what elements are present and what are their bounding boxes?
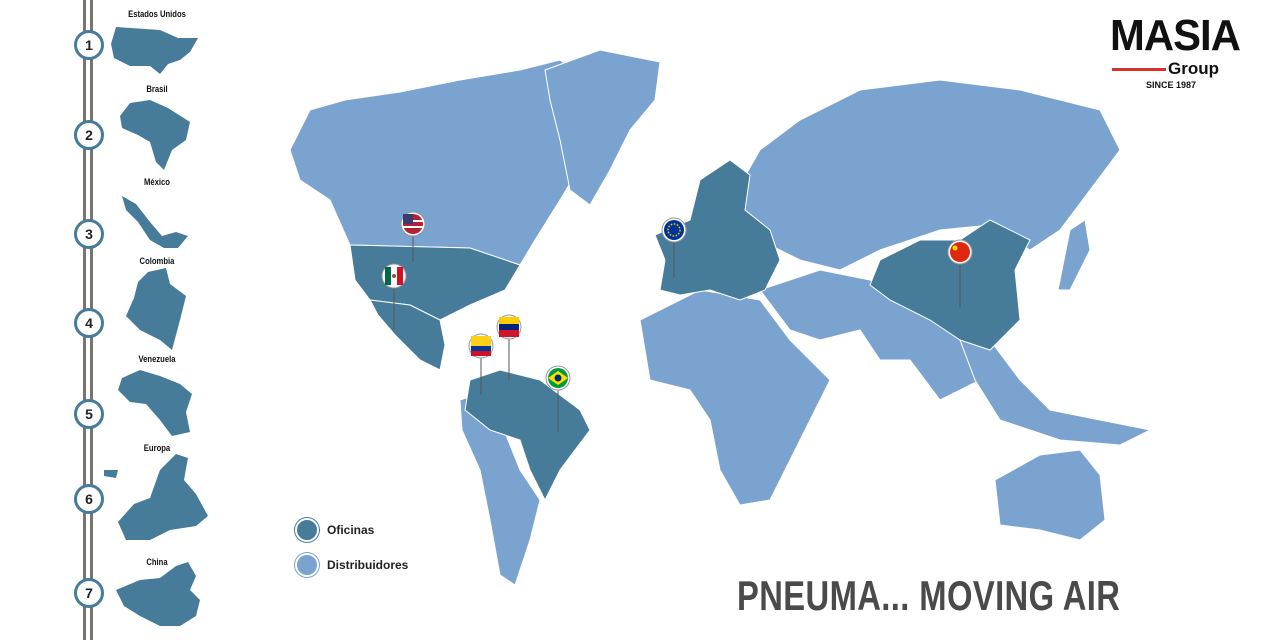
venezuela-silhouette xyxy=(118,370,192,436)
pin-colombia[interactable] xyxy=(468,333,494,395)
step-number: 6 xyxy=(85,491,93,507)
legend-distributors: Distribuidores xyxy=(295,553,408,577)
brazil-silhouette xyxy=(120,100,190,170)
africa xyxy=(639,289,831,506)
step-number: 2 xyxy=(85,127,93,143)
pin-venezuela[interactable] xyxy=(496,314,522,380)
legend-label: Oficinas xyxy=(327,523,375,537)
pin-brazil[interactable] xyxy=(545,365,571,432)
country-label: Brasil xyxy=(146,84,168,94)
step-6: 6 xyxy=(74,484,104,514)
mexico-region xyxy=(369,299,446,371)
country-label: Venezuela xyxy=(138,354,176,364)
step-4: 4 xyxy=(74,308,104,338)
china-silhouette xyxy=(116,562,200,626)
usa-silhouette xyxy=(111,27,198,74)
logo-name: MASIA xyxy=(1110,11,1241,60)
step-2: 2 xyxy=(74,120,104,150)
country-label: Europa xyxy=(143,443,171,453)
country-silhouettes xyxy=(104,27,208,626)
step-number: 7 xyxy=(85,585,93,601)
southeast-asia xyxy=(959,339,1152,446)
masia-logo: MASIA Group SINCE 1987 xyxy=(1110,14,1250,94)
colombia-flag xyxy=(471,336,491,346)
step-3: 3 xyxy=(74,219,104,249)
step-5: 5 xyxy=(74,399,104,429)
legend-offices: Oficinas xyxy=(295,518,374,542)
pin-china[interactable] xyxy=(947,239,973,308)
europe-silhouette xyxy=(104,454,208,540)
pin-mexico[interactable] xyxy=(381,263,407,330)
step-number: 3 xyxy=(85,226,93,242)
pin-eu[interactable] xyxy=(661,217,687,278)
country-label: Colombia xyxy=(139,256,175,266)
distributor-swatch xyxy=(295,553,319,577)
venezuela-flag xyxy=(499,317,519,324)
mexico-flag xyxy=(385,267,391,285)
colombia-venezuela-brazil xyxy=(464,369,591,502)
office-swatch xyxy=(295,518,319,542)
eu-flag xyxy=(664,220,684,240)
middle-east-india xyxy=(759,269,981,401)
china-flag xyxy=(950,242,970,262)
step-1: 1 xyxy=(74,30,104,60)
country-label: China xyxy=(146,557,168,567)
office-pins xyxy=(381,211,973,432)
slogan: PNEUMA... MOVING AIR xyxy=(737,572,1121,619)
logo-since: SINCE 1987 xyxy=(1146,80,1197,90)
logo-sub: Group xyxy=(1168,59,1219,78)
greenland xyxy=(544,49,661,206)
step-7: 7 xyxy=(74,578,104,608)
step-number: 5 xyxy=(85,406,93,422)
country-label: México xyxy=(144,177,170,187)
step-number: 4 xyxy=(85,315,93,331)
legend-label: Distribuidores xyxy=(327,558,409,572)
europe-region xyxy=(654,159,781,301)
australia xyxy=(994,449,1106,541)
logo-accent-bar xyxy=(1112,68,1166,71)
colombia-silhouette xyxy=(126,268,186,350)
japan xyxy=(1057,219,1091,291)
mexico-silhouette xyxy=(122,196,188,248)
russia-asia xyxy=(719,79,1121,271)
country-label: Estados Unidos xyxy=(128,9,186,19)
step-number: 1 xyxy=(85,37,93,53)
pin-usa[interactable] xyxy=(400,211,426,262)
